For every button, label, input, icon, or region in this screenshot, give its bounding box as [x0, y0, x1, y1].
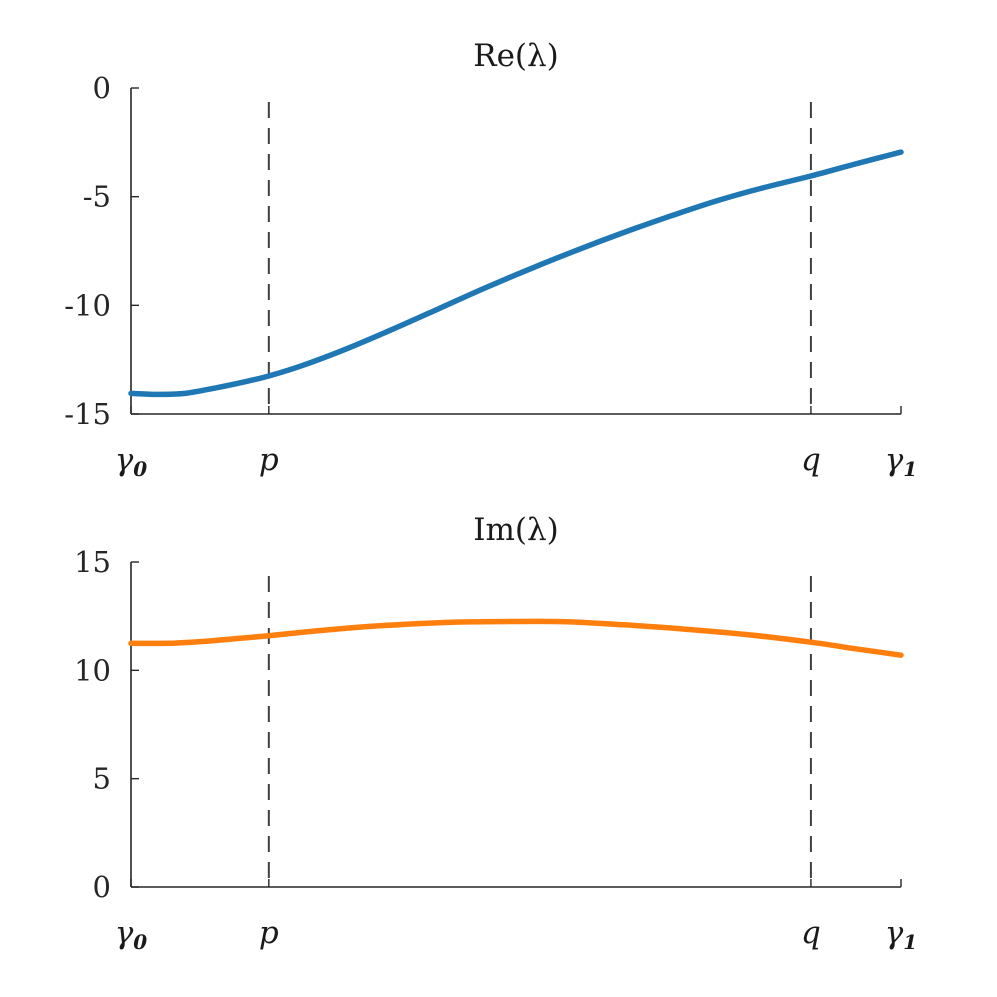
x-tick-label-main: q [801, 442, 821, 478]
x-tick-label-subscript: 0 [133, 930, 147, 954]
y-tick-label: 10 [74, 653, 111, 687]
y-tick-label: 0 [93, 71, 111, 105]
x-tick-label: q [801, 442, 821, 478]
x-tick-label-main: γ [115, 915, 134, 951]
x-tick-label-main: q [801, 915, 821, 951]
series-line [128, 149, 904, 398]
x-tick-label: p [259, 915, 279, 951]
y-tick-label: -10 [64, 288, 111, 322]
series-line [128, 618, 904, 658]
x-tick-label-main: p [259, 442, 279, 478]
x-tick-label: γ0 [115, 915, 148, 954]
y-tick-label: 15 [74, 545, 111, 579]
x-tick-label-subscript: 1 [903, 930, 917, 954]
y-tick-label: 5 [93, 762, 111, 796]
chart-title: Im(λ) [473, 512, 558, 548]
x-tick-label: γ1 [885, 442, 917, 481]
x-tick-label-subscript: 0 [133, 457, 147, 481]
x-tick-label-main: γ [885, 915, 904, 951]
x-tick-label-main: γ [115, 442, 134, 478]
x-tick-label-main: γ [885, 442, 904, 478]
x-tick-label: p [259, 442, 279, 478]
x-tick-label-subscript: 1 [903, 457, 917, 481]
chart-title: Re(λ) [473, 38, 559, 74]
x-tick-label: q [801, 915, 821, 951]
x-tick-label: γ1 [885, 915, 917, 954]
x-tick-label-main: p [259, 915, 279, 951]
x-tick-label: γ0 [115, 442, 148, 481]
y-tick-label: -15 [64, 397, 111, 431]
y-tick-label: -5 [83, 180, 111, 214]
y-tick-label: 0 [93, 870, 111, 904]
